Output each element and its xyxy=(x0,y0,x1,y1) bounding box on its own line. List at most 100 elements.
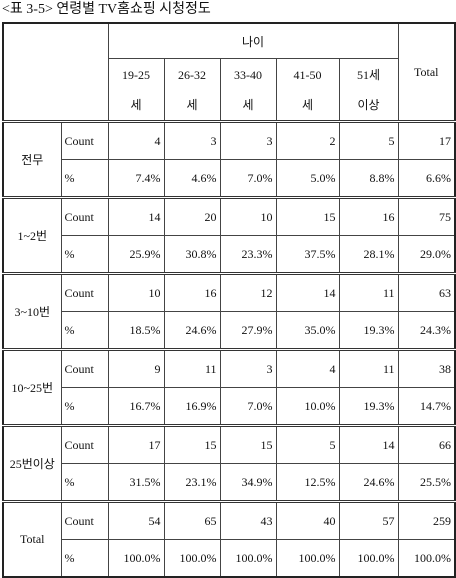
stat-label: % xyxy=(60,539,109,578)
value-cell: 28.1% xyxy=(338,235,399,274)
value-cell: 4.6% xyxy=(163,159,221,198)
table-row: 나이 Total xyxy=(2,22,456,122)
value-cell: 12 xyxy=(219,272,277,312)
stat-label: Count xyxy=(60,500,109,540)
stat-label: % xyxy=(60,463,109,502)
value-cell: 37.5% xyxy=(275,235,340,274)
value-cell: 31.5% xyxy=(107,463,165,502)
value-cell: 100.0% xyxy=(163,539,221,578)
value-cell: 7.0% xyxy=(219,387,277,426)
value-cell: 24.3% xyxy=(397,311,456,350)
stat-label: % xyxy=(60,311,109,350)
table-row: 1~2번 Count 14 20 10 15 16 75 xyxy=(2,196,456,274)
value-cell: 4 xyxy=(107,120,165,160)
group-label: 1~2번 xyxy=(2,196,62,274)
column-header: 19-25 세 xyxy=(107,58,165,122)
value-cell: 57 xyxy=(338,500,399,540)
table-row: 전무 Count 4 3 3 2 5 17 xyxy=(2,120,456,198)
value-cell: 24.6% xyxy=(163,311,221,350)
value-cell: 9 xyxy=(107,348,165,388)
table-row: % 18.5% 24.6% 27.9% 35.0% 19.3% 24.3% xyxy=(3,311,456,350)
table-row: % 25.9% 30.8% 23.3% 37.5% 28.1% 29.0% xyxy=(3,235,456,274)
group-label: 3~10번 xyxy=(2,272,62,350)
value-cell: 14 xyxy=(338,424,399,464)
value-cell: 29.0% xyxy=(397,235,456,274)
table-row: 25번이상 Count 17 15 15 5 14 66 xyxy=(2,424,456,502)
value-cell: 23.3% xyxy=(219,235,277,274)
group-label: 25번이상 xyxy=(2,424,62,502)
table-row: 3~10번 Count 10 16 12 14 11 63 xyxy=(2,272,456,350)
value-cell: 3 xyxy=(219,120,277,160)
value-cell: 30.8% xyxy=(163,235,221,274)
table-row: % 7.4% 4.6% 7.0% 5.0% 8.8% 6.6% xyxy=(3,159,456,198)
value-cell: 4 xyxy=(275,348,340,388)
value-cell: 7.0% xyxy=(219,159,277,198)
stat-label: % xyxy=(60,235,109,274)
value-cell: 66 xyxy=(397,424,456,464)
value-cell: 19.3% xyxy=(338,387,399,426)
column-header: 33-40 세 xyxy=(219,58,277,122)
table-row: 10~25번 Count 9 11 3 4 11 38 xyxy=(2,348,456,426)
value-cell: 34.9% xyxy=(219,463,277,502)
table-row: Total Count 54 65 43 40 57 259 xyxy=(2,500,456,578)
value-cell: 43 xyxy=(219,500,277,540)
value-cell: 14 xyxy=(275,272,340,312)
column-header: 51세 이상 xyxy=(338,58,399,122)
stat-label: Count xyxy=(60,196,109,236)
value-cell: 65 xyxy=(163,500,221,540)
group-header: 나이 xyxy=(107,22,399,59)
value-cell: 3 xyxy=(163,120,221,160)
stat-label: Count xyxy=(60,272,109,312)
value-cell: 27.9% xyxy=(219,311,277,350)
value-cell: 17 xyxy=(397,120,456,160)
value-cell: 63 xyxy=(397,272,456,312)
value-cell: 6.6% xyxy=(397,159,456,198)
value-cell: 38 xyxy=(397,348,456,388)
value-cell: 16 xyxy=(163,272,221,312)
total-header: Total xyxy=(397,22,456,122)
value-cell: 17 xyxy=(107,424,165,464)
value-cell: 14 xyxy=(107,196,165,236)
value-cell: 11 xyxy=(338,348,399,388)
value-cell: 2 xyxy=(275,120,340,160)
value-cell: 15 xyxy=(219,424,277,464)
value-cell: 35.0% xyxy=(275,311,340,350)
table-row: % 31.5% 23.1% 34.9% 12.5% 24.6% 25.5% xyxy=(3,463,456,502)
group-label: Total xyxy=(2,500,62,578)
value-cell: 16.7% xyxy=(107,387,165,426)
value-cell: 10.0% xyxy=(275,387,340,426)
group-label: 10~25번 xyxy=(2,348,62,426)
stat-label: Count xyxy=(60,120,109,160)
value-cell: 25.5% xyxy=(397,463,456,502)
value-cell: 8.8% xyxy=(338,159,399,198)
value-cell: 5.0% xyxy=(275,159,340,198)
column-header: 26-32 세 xyxy=(163,58,221,122)
value-cell: 54 xyxy=(107,500,165,540)
value-cell: 12.5% xyxy=(275,463,340,502)
value-cell: 259 xyxy=(397,500,456,540)
value-cell: 5 xyxy=(338,120,399,160)
value-cell: 100.0% xyxy=(397,539,456,578)
value-cell: 7.4% xyxy=(107,159,165,198)
value-cell: 5 xyxy=(275,424,340,464)
stat-label: % xyxy=(60,159,109,198)
table-row: 19-25 세 26-32 세 33-40 세 41-50 세 51세 이상 xyxy=(3,58,455,122)
stat-label: Count xyxy=(60,424,109,464)
value-cell: 10 xyxy=(107,272,165,312)
value-cell: 23.1% xyxy=(163,463,221,502)
stat-label: % xyxy=(60,387,109,426)
value-cell: 16.9% xyxy=(163,387,221,426)
value-cell: 15 xyxy=(163,424,221,464)
value-cell: 75 xyxy=(397,196,456,236)
corner-cell xyxy=(2,22,109,122)
table-title: <표 3-5> 연령별 TV홈쇼핑 시청정도 xyxy=(2,2,211,17)
value-cell: 25.9% xyxy=(107,235,165,274)
value-cell: 18.5% xyxy=(107,311,165,350)
group-label: 전무 xyxy=(2,120,62,198)
value-cell: 24.6% xyxy=(338,463,399,502)
value-cell: 40 xyxy=(275,500,340,540)
value-cell: 11 xyxy=(163,348,221,388)
value-cell: 100.0% xyxy=(338,539,399,578)
value-cell: 20 xyxy=(163,196,221,236)
